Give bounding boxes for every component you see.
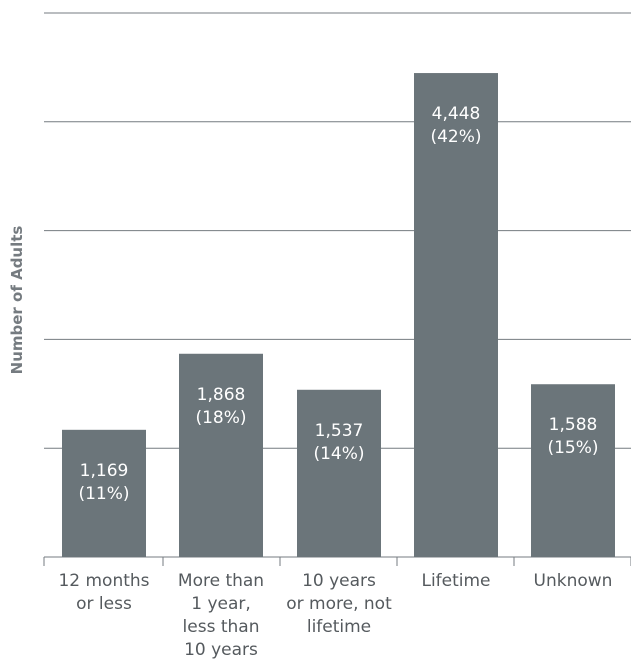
data-label: 1,537 xyxy=(315,421,364,441)
x-tick-label: 1 year, xyxy=(191,594,251,614)
x-tick-label: lifetime xyxy=(307,617,371,637)
data-label: 1,169 xyxy=(80,461,129,481)
x-tick-label: or less xyxy=(76,594,132,614)
data-label: 1,588 xyxy=(549,415,598,435)
x-tick-label: 10 years xyxy=(184,640,258,660)
x-tick-label: less than xyxy=(183,617,260,637)
percent-label: (18%) xyxy=(195,408,246,428)
x-tick-label: Unknown xyxy=(534,571,613,591)
x-tick-label: More than xyxy=(178,571,264,591)
bar xyxy=(297,389,381,557)
percent-label: (11%) xyxy=(78,484,129,504)
bar xyxy=(531,384,615,557)
x-tick-label: 12 months xyxy=(58,571,149,591)
bar xyxy=(414,73,498,557)
x-tick-label: 10 years xyxy=(302,571,376,591)
bar xyxy=(62,429,146,557)
x-tick-label: Lifetime xyxy=(421,571,490,591)
bar xyxy=(179,353,263,557)
percent-label: (42%) xyxy=(430,127,481,147)
data-label: 4,448 xyxy=(432,104,481,124)
percent-label: (14%) xyxy=(313,444,364,464)
x-tick-label: or more, not xyxy=(286,594,392,614)
data-label: 1,868 xyxy=(197,385,246,405)
percent-label: (15%) xyxy=(547,438,598,458)
